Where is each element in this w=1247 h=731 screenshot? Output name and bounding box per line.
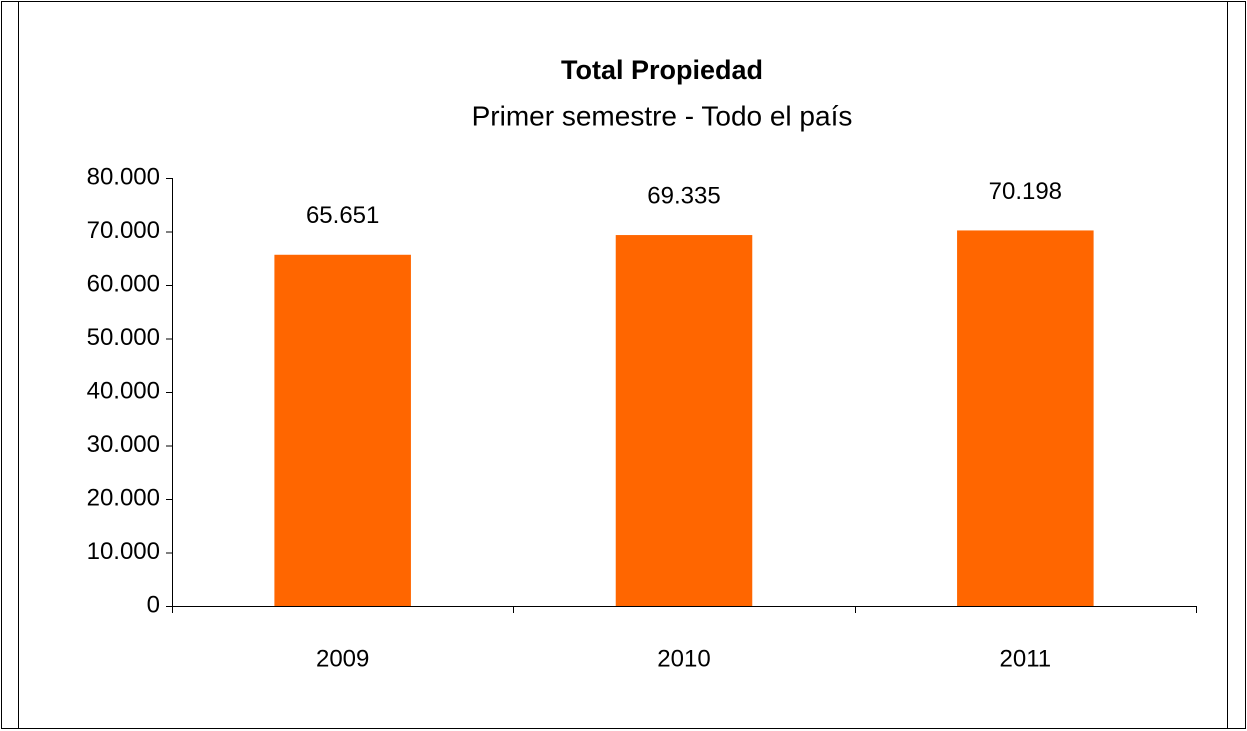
value-label: 65.651 <box>306 202 379 229</box>
x-tick-label: 2009 <box>316 645 369 672</box>
value-label: 69.335 <box>647 182 720 209</box>
y-tick-label: 30.000 <box>87 431 160 458</box>
y-tick-label: 20.000 <box>87 484 160 511</box>
bar <box>274 254 411 606</box>
y-tick-label: 50.000 <box>87 324 160 351</box>
bar <box>615 235 753 607</box>
x-tick-label: 2010 <box>657 645 710 672</box>
chart-subtitle: Primer semestre - Todo el país <box>472 100 853 131</box>
y-tick-label: 70.000 <box>87 217 160 244</box>
y-tick-label: 60.000 <box>87 270 160 297</box>
y-tick-label: 0 <box>147 591 160 618</box>
chart-title: Total Propiedad <box>561 55 763 85</box>
value-label: 70.198 <box>989 178 1062 205</box>
y-tick-label: 80.000 <box>87 163 160 190</box>
bar <box>957 230 1094 606</box>
y-tick-label: 40.000 <box>87 377 160 404</box>
x-tick-label: 2011 <box>1000 645 1052 672</box>
y-tick-label: 10.000 <box>87 538 160 565</box>
